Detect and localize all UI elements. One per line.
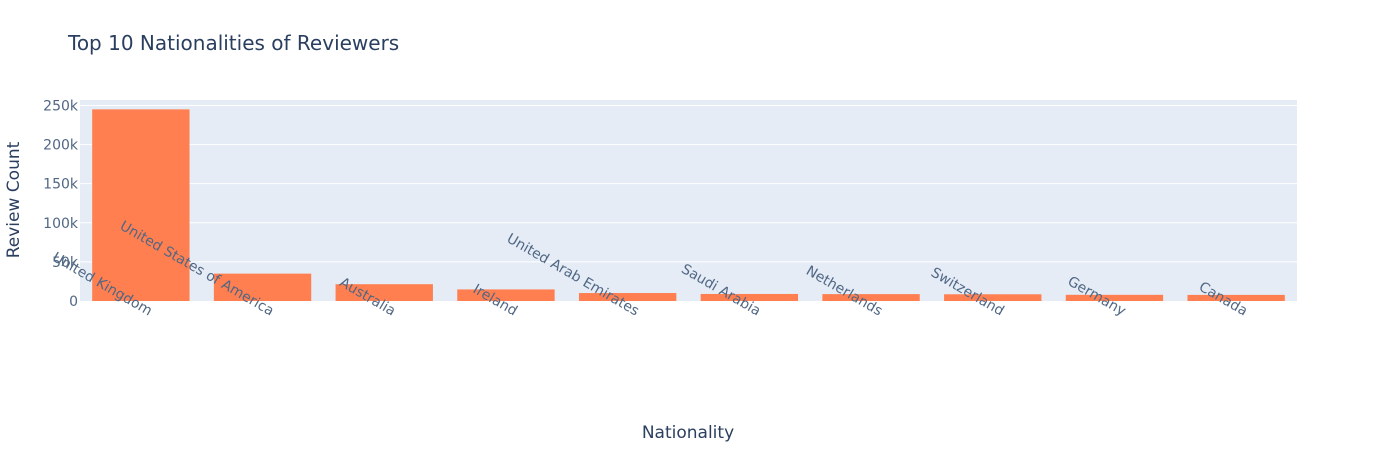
bar xyxy=(578,293,677,301)
y-tick-label: 0 xyxy=(69,294,78,310)
y-tick-label: 250k xyxy=(43,98,79,114)
y-tick-label: 200k xyxy=(43,138,79,154)
y-tick-label: 100k xyxy=(43,216,79,232)
y-axis-ticks: 0 50k 100k 150k 200k 250k xyxy=(43,98,79,310)
bar xyxy=(335,284,433,301)
chart-title: Top 10 Nationalities of Reviewers xyxy=(67,31,399,55)
bar xyxy=(213,273,312,301)
bar xyxy=(457,289,555,301)
plot-area xyxy=(80,100,1297,301)
bar xyxy=(1065,294,1164,301)
x-axis-title: Nationality xyxy=(642,423,734,443)
bar xyxy=(1187,294,1285,301)
gridlines xyxy=(80,104,1297,263)
bar xyxy=(92,109,190,301)
y-axis-title: Review Count xyxy=(4,141,24,258)
bar xyxy=(822,294,920,301)
bar xyxy=(700,293,799,301)
bar xyxy=(944,294,1042,301)
y-tick-label: 50k xyxy=(52,255,79,271)
bars xyxy=(92,109,1285,301)
y-tick-label: 150k xyxy=(43,177,79,193)
